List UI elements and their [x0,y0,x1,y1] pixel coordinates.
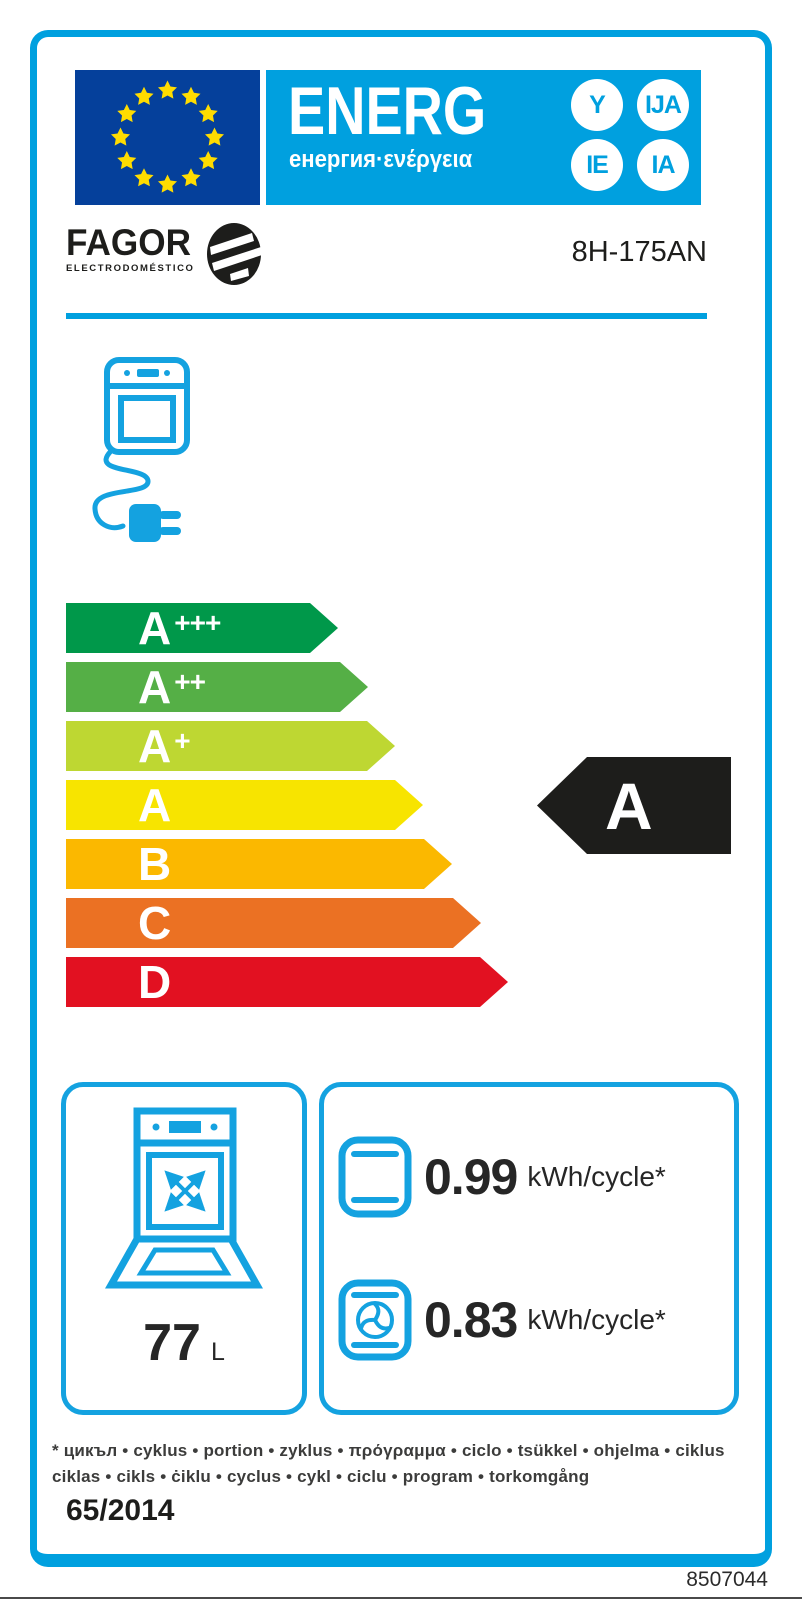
rating-bar-plus: + [174,725,190,756]
rating-bar-letter: A [138,602,172,654]
capacity-label: 77 L [143,1313,225,1373]
fan-forced-heating-icon [338,1279,412,1361]
fan-consumption-row: 0.83 kWh/cycle* [338,1279,734,1361]
conventional-consumption-row: 0.99 kWh/cycle* [338,1136,734,1218]
rating-bar-d: D [66,957,508,1007]
rating-bar-a3plus: A +++ [66,603,338,653]
conventional-consumption-value: 0.99 [424,1148,518,1205]
suffix-circle-ie: IE [571,139,623,191]
conventional-consumption-unit: kWh/cycle* [527,1160,666,1192]
capacity-value: 77 [143,1314,201,1372]
electric-oven-plug-icon [85,354,197,553]
rating-bar-letter: A [138,779,172,831]
rating-bar-b: B [66,839,452,889]
capacity-box: 77 L [61,1082,307,1415]
energ-banner: ENERG енергия·ενέργεια Y IJA IE IA [266,70,701,205]
energ-suffix-circles: Y IJA IE IA [571,79,689,191]
consumption-box: 0.99 kWh/cycle* 0.83 kWh/cycle* [319,1082,739,1415]
brand-logo: FAGOR ELECTRODOMÉSTICO [66,222,262,291]
rating-bar-letter: B [138,838,172,890]
model-number: 8H-175AN [571,236,707,268]
conventional-heating-icon [338,1136,412,1218]
rating-bar-c: C [66,898,481,948]
regulation-number: 65/2014 [66,1494,175,1527]
fan-consumption-unit: kWh/cycle* [527,1304,666,1336]
label-frame [30,30,772,1567]
eu-flag [75,70,260,205]
rating-bar-a1plus: A + [66,721,395,771]
energ-title: ENERG [288,73,487,149]
rating-bar-a: A [66,780,423,830]
capacity-unit: L [210,1338,225,1366]
cycle-footnote: * цикъл • cyklus • portion • zyklus • πρ… [52,1438,764,1491]
rating-bar-plus: ++ [174,666,205,697]
cycle-footnote-line2: ciklas • cikls • ċiklu • cyclus • cykl •… [52,1467,590,1487]
bottom-edge-line [0,1597,802,1599]
rating-bar-letter: C [138,897,172,949]
fan-consumption-value: 0.83 [424,1292,518,1349]
rating-bar-letter: A [138,661,172,713]
energ-subtitle: енергия·ενέργεια [289,146,473,173]
brand-subtitle: ELECTRODOMÉSTICO [66,263,195,274]
rating-bar-plus: +++ [174,607,221,638]
suffix-circle-ia: IA [637,139,689,191]
suffix-circle-ija: IJA [637,79,689,131]
rating-bar-letter: D [138,956,172,1008]
brand-name: FAGOR [66,222,191,263]
document-number: 8507044 [686,1568,768,1591]
suffix-circle-y: Y [571,79,623,131]
rating-bar-a2plus: A ++ [66,662,368,712]
rating-bar-letter: A [138,720,172,772]
oven-volume-icon [105,1107,263,1289]
eu-stars-icon [110,80,225,193]
divider-rule [66,313,707,319]
cycle-footnote-line1: * цикъл • cyklus • portion • zyklus • πρ… [52,1441,725,1460]
fagor-logo-mark-icon [206,222,262,291]
rating-indicator-letter: A [605,768,653,843]
